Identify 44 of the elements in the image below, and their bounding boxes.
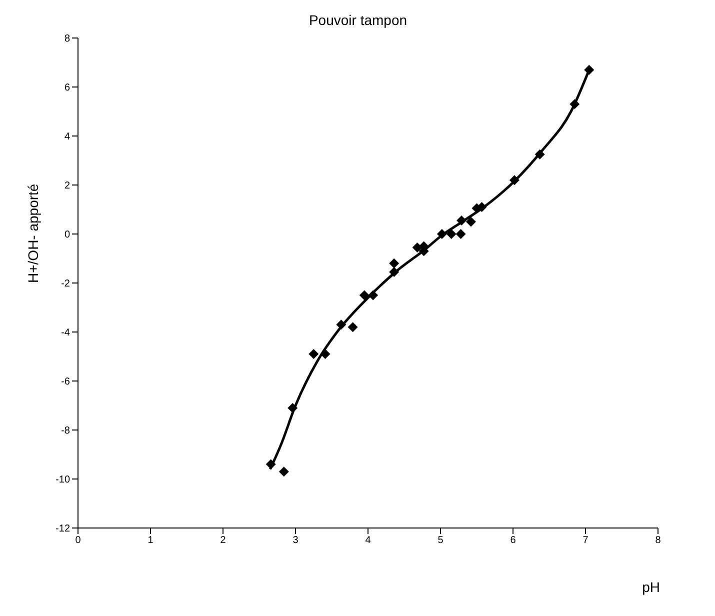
point (412, 242, 422, 252)
point (368, 290, 378, 300)
point (278, 466, 289, 477)
point (348, 322, 358, 332)
point (308, 349, 319, 360)
x-tick-label: 1 (148, 535, 154, 546)
point (534, 149, 545, 160)
point (320, 349, 330, 360)
x-tick-label: 5 (438, 535, 444, 546)
point (509, 175, 520, 186)
y-tick-label: 6 (64, 82, 70, 94)
point (336, 320, 346, 330)
x-tick-label: 8 (655, 535, 662, 546)
point (466, 216, 476, 227)
point (389, 266, 400, 277)
y-tick-label: 8 (64, 34, 70, 45)
point (359, 290, 370, 300)
point (288, 402, 298, 413)
point (456, 229, 466, 239)
y-tick-label: 4 (64, 132, 70, 143)
point (446, 229, 456, 239)
point (570, 99, 580, 110)
chart-title: Pouvoir tampon (308, 11, 408, 28)
x-tick-label: 4 (365, 535, 372, 546)
y-tick-label: -4 (61, 328, 70, 339)
x-axis-title: pH (642, 579, 660, 595)
x-tick-label: 7 (582, 535, 589, 546)
point (436, 229, 447, 239)
x-tick-label: 3 (292, 535, 299, 546)
y-axis-title: H+/OH- apporté (24, 184, 41, 283)
y-tick-label: 2 (64, 180, 70, 192)
x-tick-label: 0 (75, 535, 82, 546)
y-tick-label: -10 (56, 474, 70, 486)
point (266, 459, 276, 470)
point (584, 64, 594, 75)
y-tick-label: 0 (64, 230, 70, 241)
y-tick-label: -8 (61, 426, 70, 437)
x-tick-label: 2 (220, 535, 226, 546)
x-tick-label: 6 (510, 535, 516, 546)
y-tick-label: -12 (56, 524, 70, 535)
point (389, 258, 400, 268)
point (456, 216, 467, 226)
y-tick-label: -6 (61, 376, 70, 388)
y-tick-label: -2 (61, 278, 70, 290)
